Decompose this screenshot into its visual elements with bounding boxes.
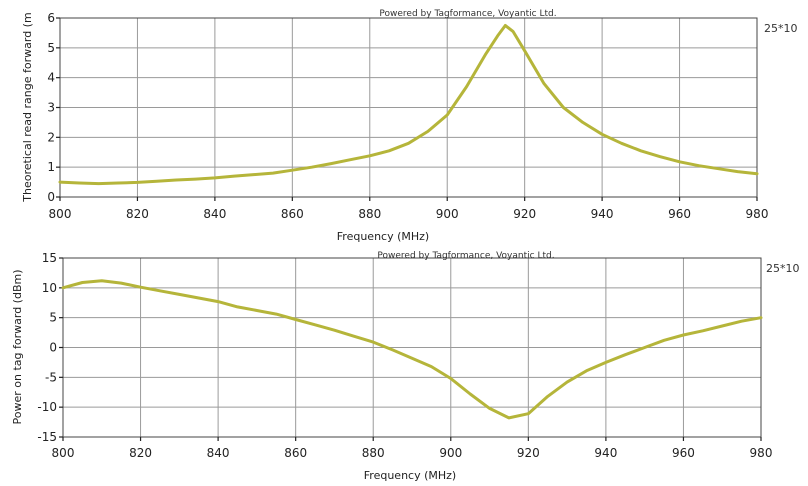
corner-label: 25*10 (764, 22, 798, 35)
y-tick-label-3: 3 (47, 101, 55, 115)
y-tick-label-5: -10 (37, 400, 57, 414)
y-tick-label-0: 15 (42, 251, 57, 265)
x-axis-title: Frequency (MHz) (337, 230, 429, 243)
x-tick-label-7: 940 (591, 207, 614, 221)
read-range-chart: 0 1 2 3 4 5 6 800 820 840 860 880 900 920 940 960 980 Pow… (21, 9, 798, 243)
y-tick-label-4: 4 (47, 71, 55, 85)
x-tick-label-0: 800 (49, 207, 72, 221)
x-tick-label-3: 860 (281, 207, 304, 221)
x-tick-label-1: 820 (129, 446, 152, 460)
gridlines (62, 257, 762, 438)
y-tick-label-2: 2 (47, 130, 55, 144)
x-tick-label-2: 840 (207, 446, 230, 460)
x-tick-label-6: 920 (513, 207, 536, 221)
x-tick-label-8: 960 (672, 446, 695, 460)
x-tick-label-4: 880 (358, 207, 381, 221)
x-tick-label-6: 920 (517, 446, 540, 460)
x-tick-label-8: 960 (668, 207, 691, 221)
y-tick-label-2: 5 (49, 311, 57, 325)
gridlines (59, 17, 758, 198)
y-tick-label-3: 0 (49, 341, 57, 355)
x-tick-label-4: 880 (362, 446, 385, 460)
x-tick-label-3: 860 (284, 446, 307, 460)
y-axis-title: Theoretical read range forward (m (21, 12, 34, 202)
x-tick-label-9: 980 (746, 207, 769, 221)
chart-credit: Powered by Tagformance, Voyantic Ltd. (379, 9, 556, 19)
series-line-0 (61, 279, 763, 420)
x-tick-label-7: 940 (594, 446, 617, 460)
y-tick-label-6: 6 (47, 11, 55, 25)
y-tick-label-1: 1 (47, 160, 55, 174)
y-tick-label-0: 0 (47, 190, 55, 204)
x-tick-label-2: 840 (203, 207, 226, 221)
x-axis-title: Frequency (MHz) (364, 469, 456, 482)
y-tick-label-6: -15 (37, 430, 57, 444)
chart-credit: Powered by Tagformance, Voyantic Ltd. (377, 251, 554, 261)
x-tick-label-0: 800 (52, 446, 75, 460)
x-tick-label-5: 900 (439, 446, 462, 460)
x-tick-label-5: 900 (436, 207, 459, 221)
y-tick-label-4: -5 (45, 370, 57, 384)
x-tick-label-1: 820 (126, 207, 149, 221)
power-on-tag-chart: 15 10 5 0 -5 -10 -15 800 820 840 860 880 900 920 940 96… (11, 251, 800, 482)
x-tick-label-9: 980 (750, 446, 773, 460)
y-tick-label-1: 10 (42, 281, 57, 295)
series-line-0 (58, 24, 759, 186)
y-tick-label-5: 5 (47, 41, 55, 55)
corner-label: 25*10 (766, 262, 800, 275)
y-axis-title: Power on tag forward (dBm) (11, 270, 24, 425)
